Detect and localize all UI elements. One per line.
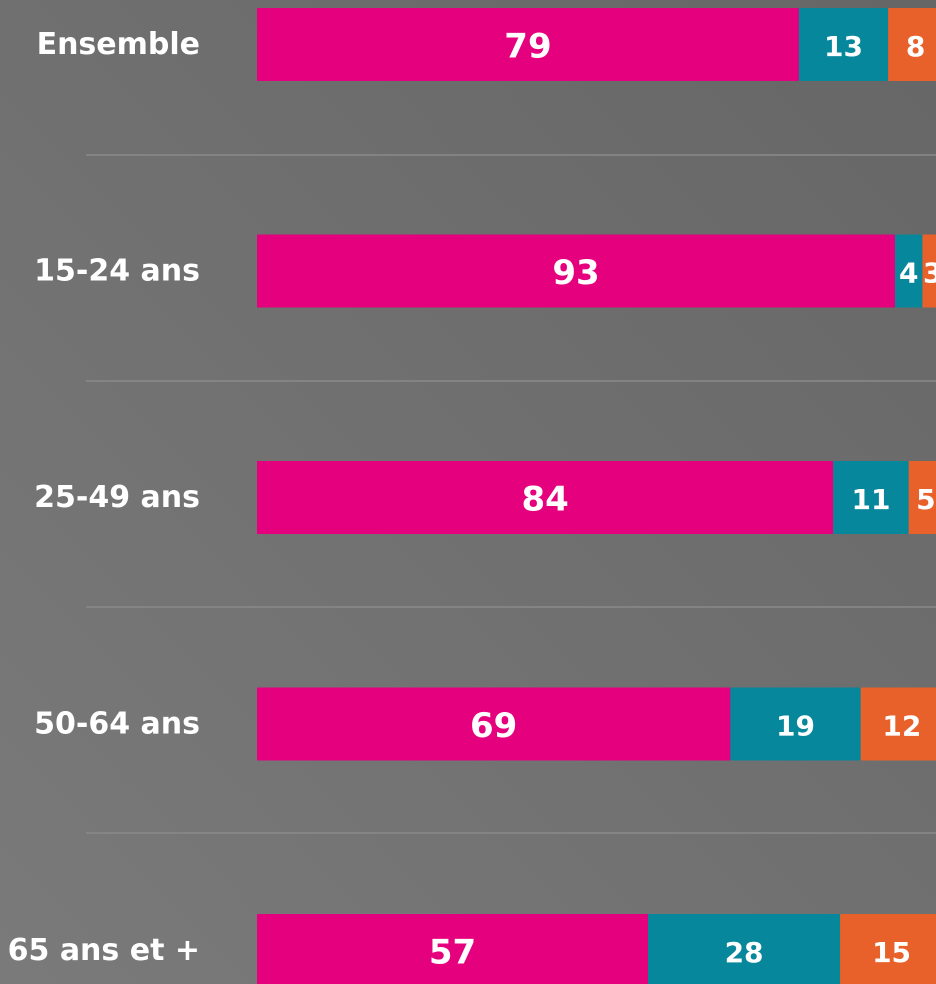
value-label: 5 <box>916 483 935 516</box>
value-label: 19 <box>776 710 815 743</box>
bar-segment <box>840 914 936 984</box>
value-label: 28 <box>725 936 764 969</box>
category-label: 15-24 ans <box>34 254 200 289</box>
bar-segment <box>257 461 834 534</box>
bar-segment <box>894 234 923 308</box>
value-label: 8 <box>906 30 925 63</box>
value-label: 84 <box>521 480 568 520</box>
bar-segment <box>798 8 889 81</box>
value-label: 69 <box>470 706 517 746</box>
bar-segment <box>922 234 936 308</box>
value-label: 93 <box>552 253 599 293</box>
category-label: 65 ans et + <box>8 933 200 968</box>
value-label: 11 <box>851 483 890 516</box>
value-label: 57 <box>429 933 476 973</box>
bar-segment <box>257 914 649 984</box>
category-label: 25-49 ans <box>34 480 200 515</box>
bar-segment <box>257 687 731 761</box>
value-label: 12 <box>882 710 921 743</box>
value-label: 13 <box>824 30 863 63</box>
category-label: Ensemble <box>37 27 200 62</box>
value-label: 3 <box>923 257 936 290</box>
bar-segment <box>257 8 799 81</box>
bar-segment <box>833 461 909 534</box>
value-label: 15 <box>872 936 911 969</box>
value-label: 4 <box>899 257 918 290</box>
bar-segment <box>257 234 895 308</box>
bar-segment <box>860 687 936 761</box>
category-label: 50-64 ans <box>34 707 200 742</box>
bar-segment <box>908 461 936 534</box>
bar-segment <box>648 914 841 984</box>
bar-segment <box>730 687 861 761</box>
value-label: 79 <box>504 27 551 67</box>
bar-segment <box>888 8 936 81</box>
